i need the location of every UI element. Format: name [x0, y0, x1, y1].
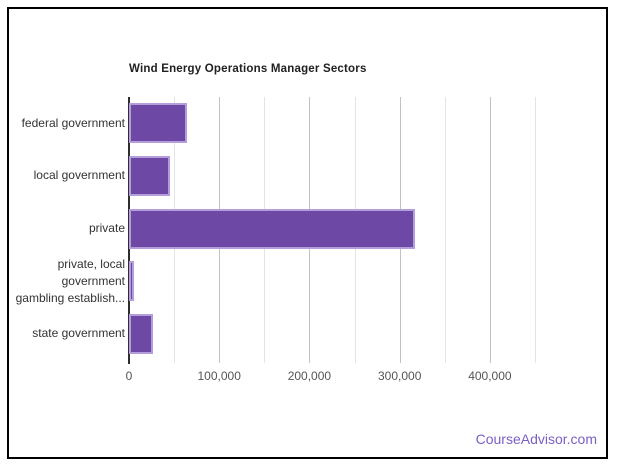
y-axis-category-label: local government: [33, 168, 125, 183]
major-gridline: [489, 97, 491, 363]
x-axis-tick-label: 200,000: [287, 369, 332, 383]
y-axis-category-label: private: [88, 221, 125, 235]
y-axis-category-label: federal government: [21, 115, 125, 130]
x-axis-tick-label: 300,000: [377, 369, 422, 383]
bar-private[interactable]: [129, 208, 415, 249]
x-axis-tick-label: 0: [125, 369, 133, 383]
bar-state-government[interactable]: [129, 313, 153, 354]
x-axis-tick-label: 100,000: [197, 369, 241, 383]
chart-title: Wind Energy Operations Manager Sectors: [129, 63, 367, 75]
bar-local-government[interactable]: [129, 155, 170, 196]
y-axis-category-label: state government: [32, 326, 125, 341]
bar-federal-government[interactable]: [129, 103, 187, 144]
x-axis-tick-label: 400,000: [468, 369, 512, 383]
bar-private-local-government-gambling-establish[interactable]: [129, 261, 134, 302]
y-axis-category-label: private, local government gambling estab…: [15, 256, 125, 305]
minor-gridline: [535, 97, 536, 363]
courseadvisor-watermark-link[interactable]: CourseAdvisor.com: [475, 431, 597, 447]
minor-gridline: [444, 97, 446, 363]
